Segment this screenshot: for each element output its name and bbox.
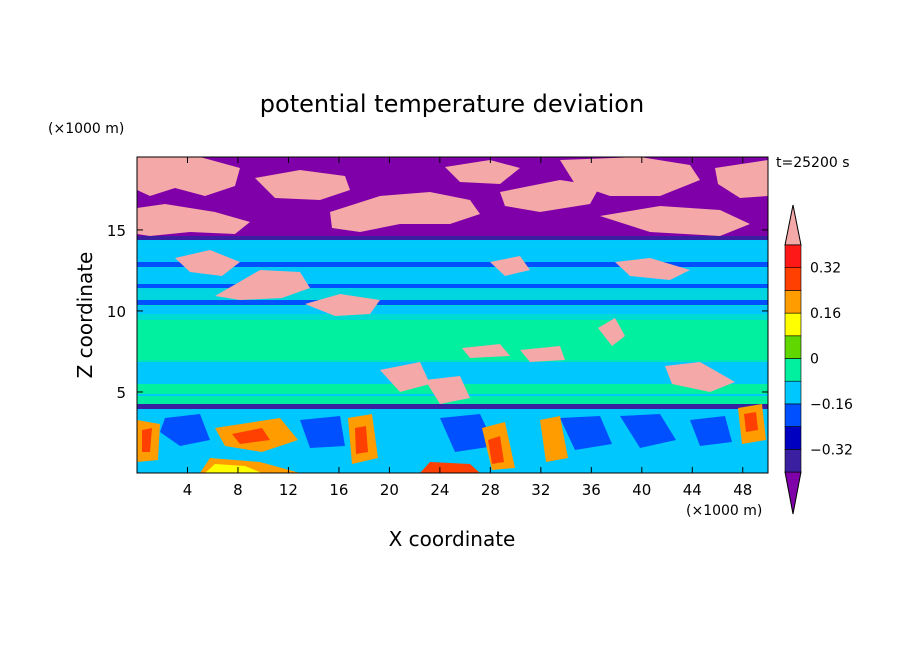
bl-yellow-patch: [205, 464, 262, 473]
boundary-top-line: [137, 404, 768, 409]
upper-layer-base: [137, 236, 768, 240]
x-tick-label: 44: [683, 481, 702, 499]
plot-frame: [136, 156, 769, 474]
upper-pink-blob-4: [330, 192, 480, 232]
bl-bottom-red-patch: [420, 462, 480, 473]
mid-pink-blob-9: [665, 362, 735, 392]
y-axis: 5 10 15: [107, 222, 768, 402]
colorbar: 0.32 0.16 0 −0.16 −0.32: [784, 204, 853, 515]
mid-pink-blob-2: [215, 270, 310, 300]
mid-pink-blob-5: [615, 258, 690, 280]
bl-red-core-2: [232, 428, 270, 444]
bl-blue-cell-6: [690, 416, 732, 446]
x-tick-label: 36: [582, 481, 601, 499]
x-unit-label: (×1000 m): [686, 503, 762, 519]
mid-pink-blob-11: [520, 346, 565, 362]
y-unit-label: (×1000 m): [48, 121, 124, 137]
mid-pink-blob-4: [490, 256, 530, 276]
mid-pink-blob-7: [462, 344, 510, 358]
upper-pink-blob-7: [560, 157, 700, 196]
bl-red-core-4: [488, 436, 504, 464]
y-tick-label: 10: [107, 303, 126, 321]
colorbar-segment: [784, 426, 802, 450]
colorbar-segment: [784, 380, 802, 405]
mid-band-green: [137, 320, 768, 360]
bl-blue-cell-1: [160, 414, 210, 446]
mid-band-cyan-1: [137, 248, 768, 262]
chart-title: potential temperature deviation: [260, 90, 644, 118]
bl-blue-cell-2: [300, 416, 345, 448]
colorbar-segment: [784, 290, 802, 314]
x-axis: 4 8 12 16 20 24 28 32 36 40 44 48: [183, 157, 752, 499]
colorbar-tick-label: 0.32: [810, 261, 841, 277]
x-tick-label: 8: [233, 481, 243, 499]
colorbar-tick-label: 0: [810, 352, 819, 368]
colorbar-tick-label: −0.16: [810, 397, 853, 413]
upper-pink-blob-1: [137, 157, 240, 196]
bl-orange-plume-5: [540, 416, 568, 462]
bl-red-core-1: [142, 428, 152, 452]
bl-blue-cell-5: [620, 414, 676, 448]
x-tick-label: 12: [279, 481, 298, 499]
upper-pink-blob-5: [445, 160, 520, 184]
bl-red-core-3: [355, 426, 368, 454]
y-axis-label: Z coordinate: [73, 252, 97, 379]
time-label: t=25200 s: [776, 155, 850, 171]
x-tick-label: 16: [329, 481, 348, 499]
x-tick-label: 4: [183, 481, 193, 499]
colorbar-segment: [784, 312, 802, 337]
y-tick-label: 15: [107, 222, 126, 240]
upper-pink-blob-6: [500, 180, 600, 212]
mid-band-blue-2: [137, 284, 768, 288]
colorbar-tick-label: −0.32: [810, 442, 853, 458]
colorbar-segment: [784, 448, 802, 473]
upper-pink-blob-8: [600, 206, 750, 236]
mid-pink-blob-6: [598, 318, 625, 346]
mid-pink-blob-10: [425, 376, 470, 404]
colorbar-segment: [784, 335, 802, 359]
mid-pink-blob-3: [305, 294, 380, 316]
mid-pink-blob-8: [380, 362, 430, 392]
x-tick-label: 24: [430, 481, 449, 499]
x-tick-label: 40: [632, 481, 651, 499]
mid-band-blue-1: [137, 262, 768, 267]
upper-pink-blob-3: [255, 170, 350, 200]
bl-red-core-5: [744, 412, 758, 432]
mid-band-blue-3: [137, 300, 768, 305]
colorbar-extend-low: [784, 471, 802, 515]
heatmap-field: [137, 157, 768, 473]
bl-blue-cell-4: [560, 416, 612, 450]
colorbar-segment: [784, 244, 802, 269]
y-tick-label: 5: [116, 384, 126, 402]
x-tick-label: 20: [380, 481, 399, 499]
x-tick-label: 32: [531, 481, 550, 499]
colorbar-segment: [784, 358, 802, 382]
colorbar-segment: [784, 403, 802, 427]
bl-blue-cell-3: [440, 414, 495, 452]
colorbar-segment: [784, 267, 802, 291]
x-axis-label: X coordinate: [389, 527, 516, 551]
colorbar-tick-label: 0.16: [810, 306, 841, 322]
x-tick-label: 28: [481, 481, 500, 499]
upper-pink-blob-2: [137, 204, 250, 236]
x-tick-label: 48: [733, 481, 752, 499]
mid-pink-blob-1: [175, 250, 240, 276]
mid-band-cyan-3: [137, 306, 768, 314]
upper-pink-blob-9: [715, 160, 768, 198]
colorbar-extend-high: [784, 204, 802, 246]
